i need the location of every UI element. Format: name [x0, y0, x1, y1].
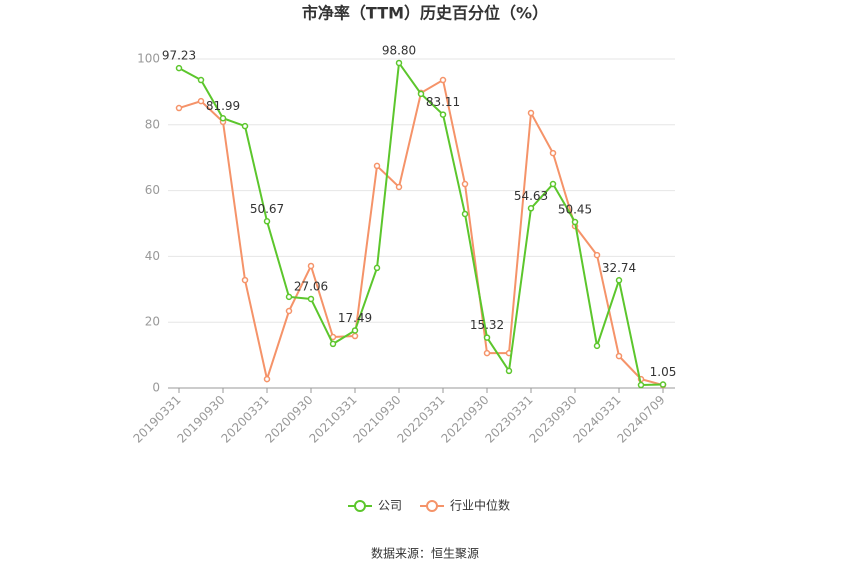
x-tick-label: 20240709 [615, 393, 668, 446]
point [571, 218, 579, 226]
point [263, 218, 271, 225]
point [263, 375, 271, 383]
point [527, 205, 535, 212]
point [351, 327, 359, 334]
source: 数据来源：恒生聚源 [371, 546, 479, 561]
data-label: 97.23 [162, 49, 196, 63]
data-label: 81.99 [206, 99, 240, 113]
point [241, 276, 249, 284]
point [285, 293, 293, 301]
chart-title: 市净率（TTM）历史百分位（%） [302, 4, 548, 23]
y-tick-label: 60 [145, 183, 160, 197]
legend-label: 公司 [378, 499, 402, 513]
point [351, 332, 359, 340]
data-label: 17.49 [338, 311, 372, 325]
point [285, 307, 293, 315]
data-label: 1.05 [650, 365, 677, 379]
point [373, 264, 381, 272]
legend-label: 行业中位数 [450, 498, 510, 513]
point [461, 180, 469, 188]
point [197, 97, 205, 105]
data-label: 50.45 [558, 203, 592, 217]
point [527, 109, 535, 117]
point [483, 349, 491, 357]
point [593, 342, 601, 350]
point [175, 104, 183, 112]
point [329, 340, 337, 348]
data-label: 98.80 [382, 43, 416, 57]
y-tick-label: 20 [145, 315, 160, 329]
point [307, 262, 315, 270]
point [637, 381, 645, 389]
point [219, 115, 227, 122]
legend-marker [354, 500, 366, 512]
point [593, 251, 601, 259]
point [241, 122, 249, 130]
series-line [178, 78, 664, 387]
point [615, 277, 623, 284]
point [175, 64, 183, 72]
point [549, 180, 557, 188]
data-label: 32.74 [602, 261, 636, 275]
point [659, 381, 667, 388]
y-tick-label: 40 [145, 249, 160, 263]
legend-marker [426, 500, 439, 512]
data-label: 27.06 [294, 279, 328, 293]
point [395, 183, 403, 191]
data-label: 54.63 [514, 189, 548, 203]
y-tick-label: 0 [152, 381, 160, 395]
point [417, 90, 425, 98]
y-tick-label: 100 [137, 52, 160, 66]
point [615, 352, 623, 360]
point [461, 210, 469, 218]
series-line [178, 60, 664, 387]
point [307, 295, 315, 303]
point [483, 334, 491, 341]
data-label: 15.32 [470, 318, 504, 332]
point [549, 149, 557, 157]
y-tick-label: 80 [145, 117, 160, 131]
point [439, 76, 447, 84]
data-label: 50.67 [250, 202, 284, 216]
point [505, 367, 513, 375]
point [197, 76, 205, 84]
point [373, 162, 381, 170]
point [439, 111, 447, 118]
data-label: 83.11 [426, 95, 460, 109]
point [395, 59, 403, 67]
